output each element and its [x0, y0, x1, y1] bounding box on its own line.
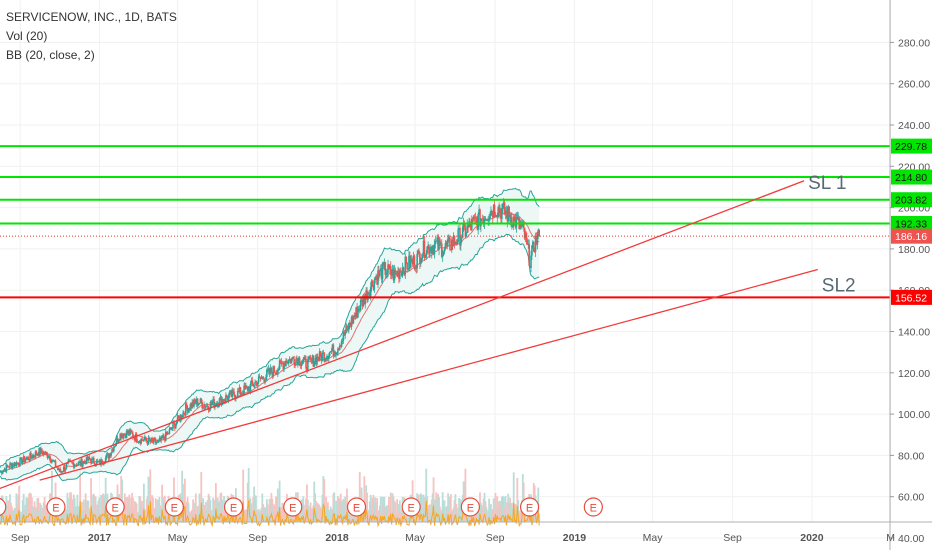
time-tick-label: May: [168, 532, 189, 544]
time-tick-label: Sep: [486, 532, 505, 544]
earnings-marker[interactable]: E: [165, 498, 183, 516]
candle-body: [322, 353, 324, 361]
candle-body: [2, 472, 4, 474]
candle-body: [199, 403, 201, 404]
earnings-marker[interactable]: E: [106, 498, 124, 516]
earnings-marker[interactable]: E: [348, 498, 366, 516]
time-tick-label: 2019: [563, 532, 587, 544]
price-tick-label: 260.00: [898, 79, 930, 91]
candle-body: [264, 380, 266, 381]
candle-body: [405, 257, 407, 263]
time-tick-label: 2020: [800, 532, 824, 544]
price-tick-label: 80.00: [898, 450, 924, 462]
candle-body: [538, 230, 540, 237]
earnings-marker[interactable]: E: [521, 498, 539, 516]
trend-line[interactable]: [40, 270, 818, 481]
earnings-marker[interactable]: E: [47, 498, 65, 516]
price-tick-label: 280.00: [898, 37, 930, 49]
candle-body: [416, 254, 418, 268]
earnings-letter: E: [407, 503, 414, 515]
candle-body: [449, 238, 451, 250]
bollinger-lower: [0, 234, 539, 481]
trend-line-label: SL 1: [808, 173, 846, 194]
chart-legend: SERVICENOW, INC., 1D, BATS Vol (20) BB (…: [6, 8, 177, 65]
trend-line-label: SL2: [822, 276, 856, 297]
candle-body: [25, 460, 27, 462]
candle-body: [303, 360, 305, 362]
price-tag-label: 214.80: [895, 172, 927, 184]
price-tick-label: 40.00: [898, 533, 924, 545]
price-tag-label: 203.82: [895, 195, 927, 207]
candle-body: [406, 263, 408, 269]
earnings-marker[interactable]: E: [284, 498, 302, 516]
candle-body: [156, 443, 158, 444]
price-tag-label: 186.16: [895, 231, 927, 243]
earnings-letter: E: [526, 503, 533, 515]
time-tick-label: Sep: [723, 532, 742, 544]
time-tick-label: 2017: [88, 532, 112, 544]
earnings-letter: E: [353, 503, 360, 515]
time-tick-label: May: [643, 532, 664, 544]
candle-body: [66, 464, 68, 469]
last-price-tag[interactable]: 186.16: [891, 229, 932, 244]
trend-line[interactable]: [0, 181, 804, 489]
candle-body: [329, 352, 331, 356]
earnings-marker[interactable]: E: [402, 498, 420, 516]
price-tick-label: 180.00: [898, 244, 930, 256]
candle-body: [528, 244, 530, 266]
stop-loss-price-tag[interactable]: 156.52: [891, 290, 932, 305]
earnings-marker[interactable]: E: [225, 498, 243, 516]
candle-body: [201, 403, 203, 409]
time-tick-label: May: [405, 532, 426, 544]
price-tag-label: 192.33: [895, 218, 927, 230]
earnings-marker[interactable]: E: [461, 498, 479, 516]
earnings-letter: E: [111, 503, 118, 515]
price-tick-label: 140.00: [898, 327, 930, 339]
price-tick-label: 100.00: [898, 409, 930, 421]
candle-body: [489, 216, 491, 219]
price-tag-label: 229.78: [895, 141, 927, 153]
time-tick-label: Sep: [248, 532, 267, 544]
candle-body: [273, 366, 275, 372]
time-tick-label: Sep: [11, 532, 30, 544]
price-tick-label: 240.00: [898, 120, 930, 132]
earnings-letter: E: [289, 503, 296, 515]
earnings-letter: E: [52, 503, 59, 515]
time-tick-label: 2018: [325, 532, 349, 544]
earnings-letter: E: [467, 503, 474, 515]
candle-body: [399, 272, 401, 279]
price-tag-label: 156.52: [895, 292, 927, 304]
horizontal-levels: [0, 146, 890, 297]
candle-body: [149, 438, 151, 440]
level-price-tag[interactable]: 203.82: [891, 192, 932, 207]
legend-volume-indicator[interactable]: Vol (20): [6, 27, 177, 46]
time-tick-label: M: [886, 532, 895, 544]
legend-bollinger-indicator[interactable]: BB (20, close, 2): [6, 46, 177, 65]
price-tick-label: 120.00: [898, 368, 930, 380]
earnings-letter: E: [171, 503, 178, 515]
level-price-tag[interactable]: 229.78: [891, 139, 932, 154]
candle-body: [403, 267, 405, 271]
level-price-tag[interactable]: 214.80: [891, 170, 932, 185]
earnings-letter: E: [230, 503, 237, 515]
candle-body: [258, 376, 260, 382]
legend-symbol[interactable]: SERVICENOW, INC., 1D, BATS: [6, 8, 177, 27]
candle-body: [457, 229, 459, 242]
earnings-letter: E: [590, 503, 597, 515]
earnings-marker[interactable]: E: [584, 498, 602, 516]
candle-body: [477, 214, 479, 230]
price-tick-label: 60.00: [898, 492, 924, 504]
